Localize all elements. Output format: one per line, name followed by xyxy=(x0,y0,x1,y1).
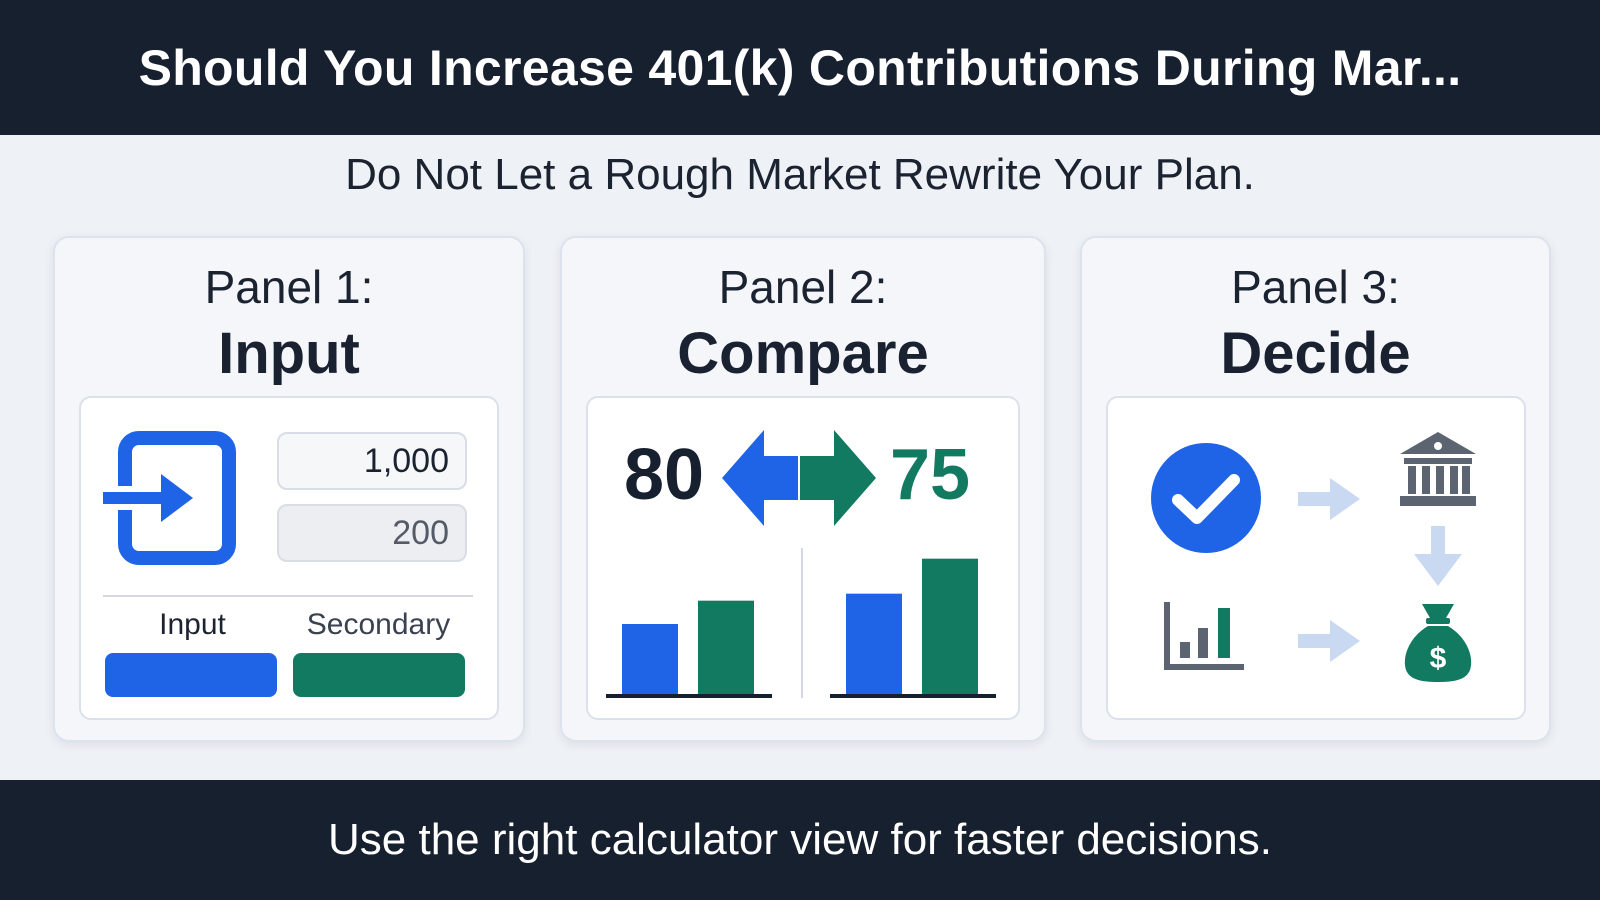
tab-input-label: Input xyxy=(159,608,226,641)
check-circle-icon xyxy=(1151,443,1261,553)
left-value: 80 xyxy=(624,435,705,515)
bank-icon xyxy=(1400,432,1476,506)
decide-card: $ xyxy=(1106,396,1526,720)
arrow-right-icon xyxy=(1298,620,1360,662)
panel-name: Decide xyxy=(1220,321,1411,386)
arrow-down-icon xyxy=(1414,526,1462,586)
compare-bar xyxy=(922,558,978,694)
panel-number: Panel 1: xyxy=(204,261,374,313)
footer-text: Use the right calculator view for faster… xyxy=(328,815,1272,864)
compare-bar xyxy=(698,600,754,694)
compare-bar-charts xyxy=(606,548,996,698)
svg-text:$: $ xyxy=(1430,642,1447,675)
subtitle: Do Not Let a Rough Market Rewrite Your P… xyxy=(345,150,1255,199)
secondary-amount-input[interactable]: 200 xyxy=(277,504,467,562)
tab-input[interactable] xyxy=(105,653,277,697)
header-bar: Should You Increase 401(k) Contributions… xyxy=(0,0,1600,135)
compare-bar xyxy=(846,593,902,694)
panel-decide: Panel 3: Decide xyxy=(1080,236,1551,742)
panel-name: Input xyxy=(218,321,360,386)
right-value: 75 xyxy=(890,435,971,515)
footer-bar: Use the right calculator view for faster… xyxy=(0,780,1600,900)
arrow-right-icon xyxy=(1298,478,1360,520)
compare-card: 80 75 xyxy=(586,396,1020,720)
chart-baseline xyxy=(830,694,996,698)
page-title: Should You Increase 401(k) Contributions… xyxy=(138,39,1462,96)
swap-arrows-icon xyxy=(722,430,876,526)
compare-bar xyxy=(622,624,678,694)
money-bag-icon: $ xyxy=(1404,604,1472,682)
panel-input: Panel 1: Input 1,000 200 Input Secondary xyxy=(53,236,525,742)
login-icon xyxy=(103,431,236,565)
chart-separator xyxy=(801,548,803,698)
panel-compare: Panel 2: Compare 80 75 xyxy=(560,236,1046,742)
amount-input[interactable]: 1,000 xyxy=(277,432,467,490)
panel-number: Panel 3: xyxy=(1231,261,1400,313)
panel-number: Panel 2: xyxy=(718,261,888,313)
divider xyxy=(103,595,473,597)
chart-baseline xyxy=(606,694,772,698)
bar-chart-icon xyxy=(1164,602,1244,670)
panel-name: Compare xyxy=(677,321,929,386)
input-card: 1,000 200 Input Secondary xyxy=(79,396,499,720)
tab-secondary-label: Secondary xyxy=(306,608,451,641)
tab-secondary[interactable] xyxy=(293,653,465,697)
